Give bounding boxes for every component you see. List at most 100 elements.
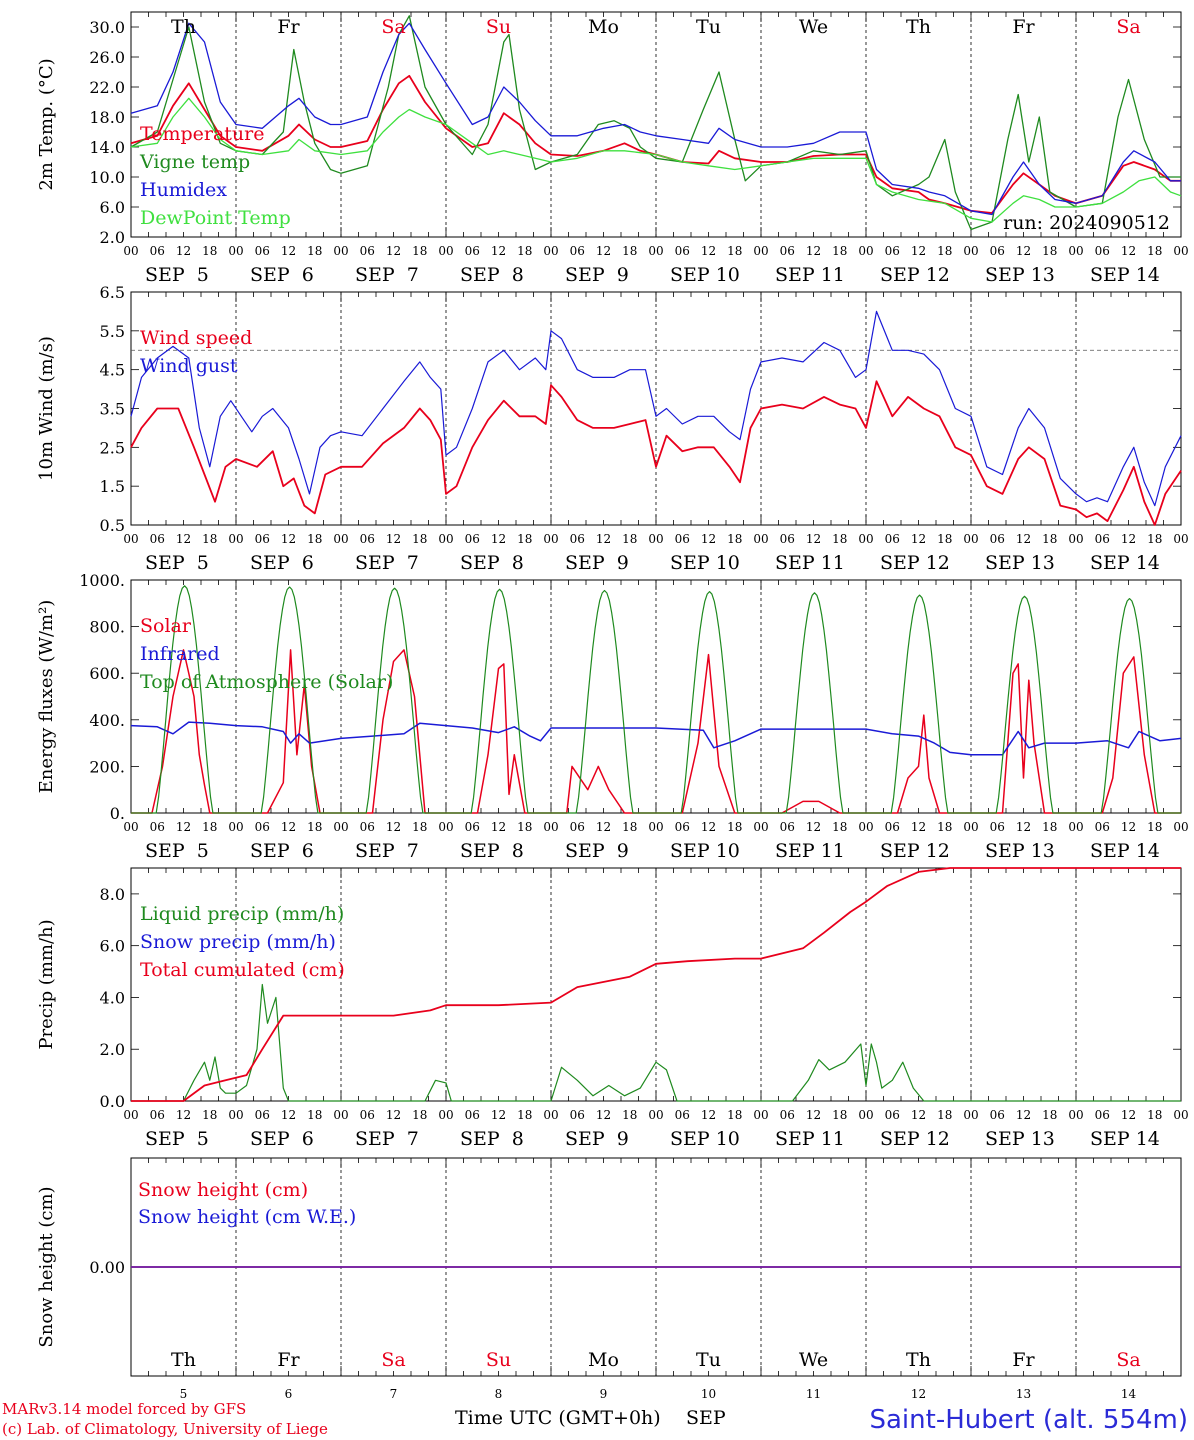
series-wind-speed: [130, 380, 1182, 526]
legend-entry: Snow precip (mm/h): [140, 931, 336, 953]
hour-label: 18: [622, 532, 637, 546]
y-tick-label: 10.0: [89, 168, 125, 187]
y-tick-label: 8.0: [100, 885, 125, 904]
hour-label: 06: [465, 820, 480, 834]
hour-label: 06: [570, 820, 585, 834]
y-tick-label: 800.: [89, 618, 125, 637]
hour-label: 12: [596, 820, 611, 834]
hour-label: 00: [228, 1108, 243, 1122]
hour-label: 06: [150, 532, 165, 546]
hour-label: 12: [701, 532, 716, 546]
hour-label: 06: [360, 244, 375, 258]
hour-label: 18: [937, 820, 952, 834]
weekday-label-top: Fr: [1012, 16, 1035, 38]
hour-label: 00: [753, 532, 768, 546]
panel-1: 30.0 26.0 22.0 18.0 14.0 10.0 6.0 2.0 2m Temp. (…: [36, 11, 1189, 286]
date-label: SEP 6: [250, 552, 314, 574]
date-label: SEP 9: [565, 264, 629, 286]
hour-label: 00: [333, 820, 348, 834]
y-tick-label: 3.5: [100, 400, 125, 419]
weekday-label-bottom: Th: [171, 1349, 196, 1371]
hour-label: 12: [386, 1108, 401, 1122]
date-label: SEP 13: [985, 840, 1055, 862]
legend-entry: Solar: [140, 615, 192, 637]
hour-label: 18: [727, 820, 742, 834]
hour-label: 06: [570, 1108, 585, 1122]
hour-label: 00: [858, 532, 873, 546]
hour-label: 06: [150, 820, 165, 834]
hour-label: 00: [648, 1108, 663, 1122]
legend-entry: Snow height (cm W.E.): [138, 1206, 356, 1228]
hour-label: 06: [675, 1108, 690, 1122]
hour-label: 18: [937, 532, 952, 546]
date-label: SEP 6: [250, 1128, 314, 1150]
weekday-label-bottom: Sa: [1116, 1349, 1140, 1371]
panel-4: 8.0 6.0 4.0 2.0 0.0 Precip (mm/h) Liquid preci…: [36, 867, 1189, 1150]
y-tick-label: 600.: [89, 664, 125, 683]
series-vigne-temp: [130, 15, 1181, 231]
y-tick-label: 0.: [110, 804, 125, 823]
date-number: 8: [495, 1387, 503, 1401]
weekday-label-bottom: Fr: [277, 1349, 300, 1371]
hour-label: 12: [596, 532, 611, 546]
y-tick-label: 4.5: [100, 361, 125, 380]
series-dewpoint-temp: [130, 97, 1182, 223]
hour-label: 06: [255, 244, 270, 258]
y-tick-label: 2.5: [100, 438, 125, 457]
weekday-label-bottom: Fr: [1012, 1349, 1035, 1371]
hour-label: 06: [990, 532, 1005, 546]
panel-2: 6.5 5.5 4.5 3.5 2.5 1.5 0.5 10m Wind (m/s) Wind …: [36, 283, 1189, 574]
hour-label: 18: [622, 244, 637, 258]
hour-label: 12: [1121, 1108, 1136, 1122]
hour-label: 00: [228, 244, 243, 258]
y-tick-label: 2.0: [100, 228, 125, 247]
hour-label: 06: [885, 1108, 900, 1122]
y-tick-label: 1.5: [100, 477, 125, 496]
hour-label: 00: [858, 1108, 873, 1122]
hour-label: 12: [1016, 244, 1031, 258]
month-label: SEP: [686, 1407, 726, 1429]
hour-label: 00: [858, 244, 873, 258]
hour-label: 06: [255, 820, 270, 834]
hour-label: 00: [753, 244, 768, 258]
date-label: SEP 11: [775, 840, 845, 862]
weekday-label-bottom: Tu: [696, 1349, 721, 1371]
hour-label: 06: [360, 532, 375, 546]
date-label: SEP 6: [250, 840, 314, 862]
hour-label: 00: [648, 532, 663, 546]
hour-label: 12: [176, 1108, 191, 1122]
date-label: SEP 5: [145, 552, 209, 574]
hour-label: 06: [255, 532, 270, 546]
hour-label: 12: [1121, 532, 1136, 546]
weekday-label-top: Th: [171, 16, 196, 38]
hour-label: 12: [806, 244, 821, 258]
hour-label: 06: [675, 244, 690, 258]
date-label: SEP 14: [1090, 552, 1160, 574]
hour-label: 18: [1147, 532, 1162, 546]
hour-label: 18: [937, 1108, 952, 1122]
hour-label: 00: [543, 1108, 558, 1122]
hour-label: 12: [176, 532, 191, 546]
hour-label: 00: [1068, 820, 1083, 834]
date-label: SEP 13: [985, 552, 1055, 574]
hour-label: 00: [333, 532, 348, 546]
series-infrared: [130, 721, 1182, 756]
y-tick-label: 26.0: [89, 48, 125, 67]
hour-label: 18: [307, 532, 322, 546]
hour-label: 06: [150, 1108, 165, 1122]
date-label: SEP 13: [985, 1128, 1055, 1150]
y-axis-title: 2m Temp. (°C): [36, 58, 57, 190]
hour-label: 06: [885, 532, 900, 546]
hour-label: 18: [517, 820, 532, 834]
date-number: 12: [911, 1387, 926, 1401]
hour-label: 00: [123, 244, 138, 258]
hour-label: 00: [228, 820, 243, 834]
hour-label: 18: [517, 1108, 532, 1122]
y-tick-label: 200.: [89, 757, 125, 776]
hour-label: 12: [1016, 820, 1031, 834]
hour-label: 12: [491, 820, 506, 834]
date-label: SEP 13: [985, 264, 1055, 286]
y-tick-label: 4.0: [100, 988, 125, 1007]
hour-label: 18: [202, 820, 217, 834]
series-top-of-atmosphere-solar: [131, 585, 1181, 814]
